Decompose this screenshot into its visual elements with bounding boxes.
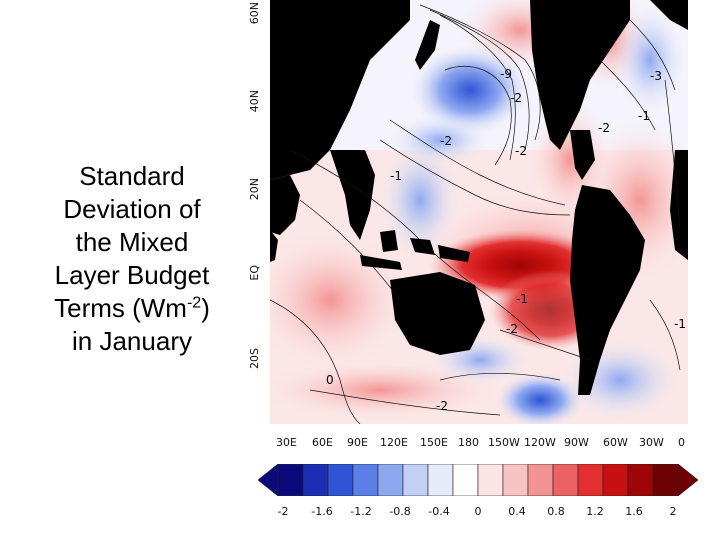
y-tick-label: 60N [248,2,261,25]
contour-label: -2 [598,121,610,135]
contour-label: -2 [506,322,518,336]
colorbar-cell [527,464,554,496]
contour-labels: -9 -2 -2 -3 -1 -2 -1 -1 -2 -1 -2 0 -2 -1 [326,67,686,413]
colorbar-cell [602,464,629,496]
contour-label: -2 [436,399,448,413]
title-line: Terms (Wm-2) [22,292,242,325]
contour-label: -3 [650,69,662,83]
x-tick-label: 180 [458,436,479,449]
title-line: Layer Budget [54,260,210,290]
colorbar-cell [652,464,679,496]
colorbar-cell [552,464,579,496]
colorbar-cell [452,464,479,496]
x-tick-label: 30E [276,436,297,449]
colorbar-cell [327,464,354,496]
colorbar-cell [277,464,304,496]
title-line: Deviation of [63,194,201,224]
colorbar-cell [352,464,379,496]
x-tick-label: 0 [678,436,685,449]
y-tick-label: 40N [248,90,261,113]
colorbar-arrow-low [258,464,279,496]
contour-label: -1 [582,307,594,321]
land-masses [270,0,688,395]
colorbar-tick-label: -1.2 [350,505,372,518]
colorbar-tick-label: 0.8 [547,505,565,518]
colorbar-cell [377,464,404,496]
colorbar-cell [302,464,329,496]
colorbar-arrow-high [677,464,698,496]
colorbar-tick-label: 1.2 [586,505,604,518]
figure-title: Standard Deviation of the Mixed Layer Bu… [22,160,242,358]
std-deviation-map: -9 -2 -2 -3 -1 -2 -1 -1 -2 -1 -2 0 -2 -1 [270,0,688,424]
colorbar-tick-label: -2 [277,505,289,518]
colorbar-tick-label: 0.4 [508,505,526,518]
colorbar-tick-label: -0.8 [389,505,411,518]
colorbar-cells [258,464,698,496]
x-tick-label: 30W [639,436,664,449]
y-tick-label: 20N [248,178,261,201]
contour-label: 0 [326,373,334,387]
colorbar-tick-label: 2 [669,505,677,518]
contour-label: -9 [500,67,512,81]
colorbar-cell [627,464,654,496]
x-tick-label: 90E [347,436,368,449]
contour-label: -2 [510,91,522,105]
anomaly-blob [410,45,530,135]
contour-label: -2 [515,144,527,158]
x-tick-label: 60E [312,436,333,449]
contour-label: -1 [638,109,650,123]
colorbar-cell [502,464,529,496]
contour-label: -2 [440,134,452,148]
contour-label: -1 [390,169,402,183]
colorbar-tick-label: 0 [474,505,482,518]
colorbar-cell [477,464,504,496]
colorbar [258,464,698,496]
x-tick-label: 150E [420,436,448,449]
x-tick-label: 120W [524,436,556,449]
colorbar-cell [577,464,604,496]
colorbar-cell [402,464,429,496]
colorbar-tick-label: -1.6 [311,505,333,518]
contour-label: -1 [516,292,528,306]
anomaly-blob [390,115,490,165]
y-tick-label: 20S [248,348,261,369]
contour-lines [270,4,681,424]
x-tick-label: 90W [564,436,589,449]
x-tick-label: 150W [488,436,520,449]
colorbar-tick-label: 1.6 [625,505,643,518]
title-superscript: -2 [186,294,202,312]
colorbar-tick-label: -0.4 [428,505,450,518]
x-tick-label: 60W [603,436,628,449]
y-tick-label: EQ [248,265,261,281]
anomaly-blob [615,5,685,115]
title-text: ) [201,293,210,323]
x-tick-label: 120E [380,436,408,449]
colorbar-cell [427,464,454,496]
title-line: in January [72,326,192,356]
title-text: Terms (Wm [54,293,187,323]
anomaly-blob [560,340,680,420]
title-line: the Mixed [75,227,189,257]
title-line: Standard [79,161,185,191]
contour-label: -1 [674,317,686,331]
